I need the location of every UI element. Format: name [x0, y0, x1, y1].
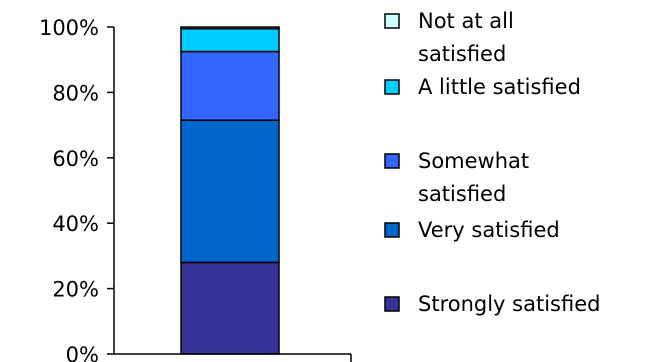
legend-swatch-not-at-all-satisfied: [384, 13, 400, 29]
y-tick-label: 40%: [52, 212, 99, 236]
legend: Not at all satisfied A little satisfied Som…: [384, 9, 600, 316]
y-tick-label: 80%: [52, 81, 99, 105]
legend-label-somewhat-satisfied: satisfied: [418, 182, 506, 206]
axes: [113, 27, 352, 362]
legend-label-not-at-all-satisfied: Not at all: [418, 9, 514, 33]
legend-label-very-satisfied: Very satisfied: [418, 218, 560, 242]
legend-label-strongly-satisfied: Strongly satisfied: [418, 292, 600, 316]
legend-label-not-at-all-satisfied: satisfied: [418, 42, 506, 66]
bar-segment-somewhat-satisfied: [180, 50, 280, 121]
y-tick-label: 60%: [52, 147, 99, 171]
legend-swatch-very-satisfied: [384, 222, 400, 238]
legend-swatch-strongly-satisfied: [384, 296, 400, 312]
legend-swatch-a-little-satisfied: [384, 79, 400, 95]
y-tick-label: 100%: [39, 16, 99, 40]
bar-segment-not-at-all-satisfied: [180, 26, 280, 30]
y-tick-labels: 0% 20% 40% 60% 80% 100%: [39, 16, 114, 362]
y-tick-label: 0%: [66, 343, 99, 362]
legend-swatch-somewhat-satisfied: [384, 153, 400, 169]
bar-segments: [180, 26, 280, 355]
legend-label-a-little-satisfied: A little satisfied: [418, 75, 581, 99]
bar-segment-strongly-satisfied: [180, 261, 280, 355]
legend-label-somewhat-satisfied: Somewhat: [418, 149, 529, 173]
bar-segment-very-satisfied: [180, 119, 280, 264]
bar-segment-a-little-satisfied: [180, 27, 280, 53]
y-tick-label: 20%: [52, 278, 99, 302]
